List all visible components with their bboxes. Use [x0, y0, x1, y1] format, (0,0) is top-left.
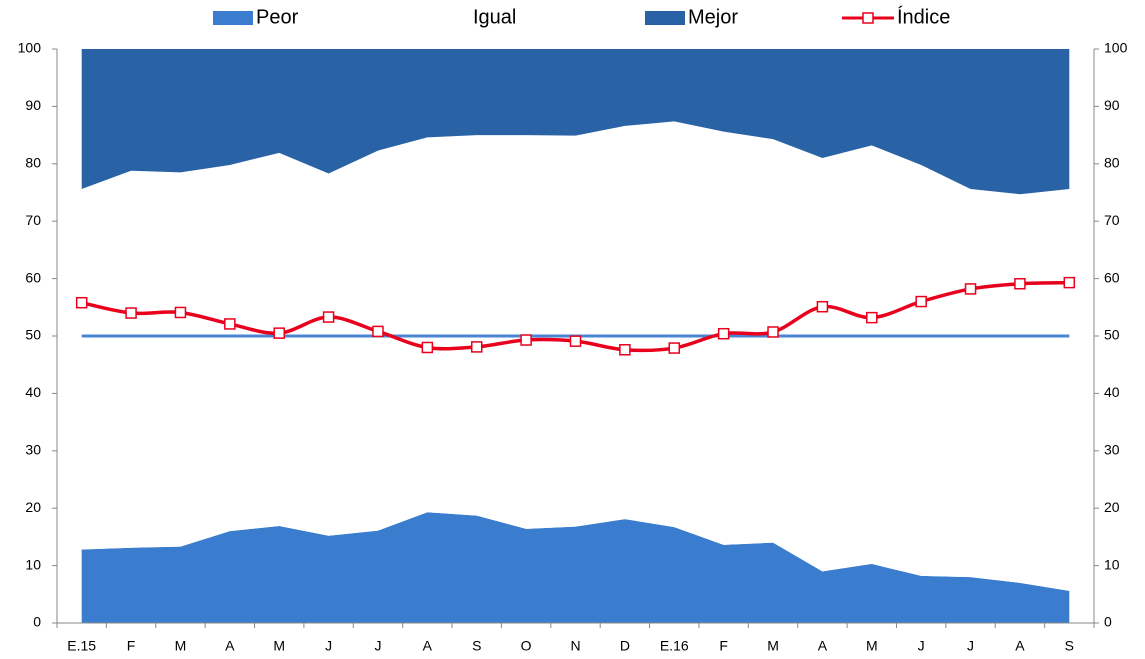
marker — [125, 307, 137, 319]
legend-swatch — [645, 11, 685, 25]
area — [81, 49, 1070, 195]
y2-tick-label: 70 — [1104, 212, 1120, 228]
x-tick-label: D — [620, 638, 630, 654]
y-tick-label: 90 — [25, 97, 41, 113]
y2-tick-label: 90 — [1104, 97, 1120, 113]
y-tick-label: 40 — [25, 384, 41, 400]
marker — [273, 327, 285, 339]
x-tick-label: M — [273, 638, 285, 654]
x-tick-label: J — [967, 638, 974, 654]
x-tick-label: M — [866, 638, 878, 654]
y2-tick-label: 40 — [1104, 384, 1120, 400]
legend-swatch — [430, 11, 470, 25]
y2-tick-label: 0 — [1104, 614, 1112, 630]
marker — [322, 311, 335, 323]
y-tick-label: 50 — [25, 327, 41, 343]
marker — [816, 300, 829, 313]
x-tick-label: M — [767, 638, 779, 654]
marker — [520, 334, 532, 346]
marker — [915, 295, 927, 308]
marker — [866, 311, 878, 324]
marker — [1063, 276, 1076, 289]
legend-swatch — [213, 11, 253, 25]
area — [81, 512, 1070, 623]
y2-tick-label: 20 — [1104, 499, 1120, 515]
y-tick-label: 0 — [33, 614, 41, 630]
marker — [767, 326, 779, 338]
y2-tick-label: 50 — [1104, 327, 1120, 343]
x-tick-label: S — [1065, 638, 1074, 654]
y2-tick-label: 60 — [1104, 269, 1120, 285]
x-tick-label: O — [521, 638, 532, 654]
x-tick-label: S — [472, 638, 481, 654]
x-tick-label: E.16 — [660, 638, 689, 654]
marker — [569, 335, 582, 347]
marker — [224, 318, 236, 330]
x-tick-label: E.15 — [67, 638, 96, 654]
legend-label: Mejor — [688, 6, 738, 28]
marker — [964, 283, 977, 295]
y-tick-label: 100 — [18, 40, 42, 56]
x-tick-label: A — [225, 638, 235, 654]
area — [81, 121, 1070, 591]
marker — [470, 341, 483, 353]
y-tick-label: 10 — [25, 556, 41, 572]
y-tick-label: 60 — [25, 269, 41, 285]
x-tick-label: A — [1015, 638, 1025, 654]
x-tick-label: A — [818, 638, 828, 654]
x-tick-label: J — [918, 638, 925, 654]
marker — [717, 327, 730, 340]
y-tick-label: 80 — [25, 155, 41, 171]
marker — [75, 296, 88, 309]
x-tick-label: J — [374, 638, 381, 654]
marker — [421, 341, 434, 354]
marker — [174, 306, 187, 319]
x-tick-label: A — [423, 638, 433, 654]
legend-label: Peor — [256, 6, 299, 28]
y2-tick-label: 10 — [1104, 556, 1120, 572]
y2-tick-label: 80 — [1104, 155, 1120, 171]
x-tick-label: F — [719, 638, 728, 654]
marker — [372, 325, 384, 338]
legend-label: Índice — [897, 5, 950, 28]
marker — [619, 344, 631, 356]
legend-marker — [862, 12, 874, 24]
x-tick-label: F — [127, 638, 136, 654]
y-tick-label: 70 — [25, 212, 41, 228]
marker — [1014, 278, 1026, 290]
y2-tick-label: 100 — [1104, 40, 1128, 56]
y-tick-label: 30 — [25, 442, 41, 458]
x-tick-label: M — [175, 638, 187, 654]
marker — [668, 342, 681, 354]
y-tick-label: 20 — [25, 499, 41, 515]
y2-tick-label: 30 — [1104, 442, 1120, 458]
x-tick-label: J — [325, 638, 332, 654]
legend-label: Igual — [473, 6, 516, 28]
x-tick-label: N — [570, 638, 580, 654]
